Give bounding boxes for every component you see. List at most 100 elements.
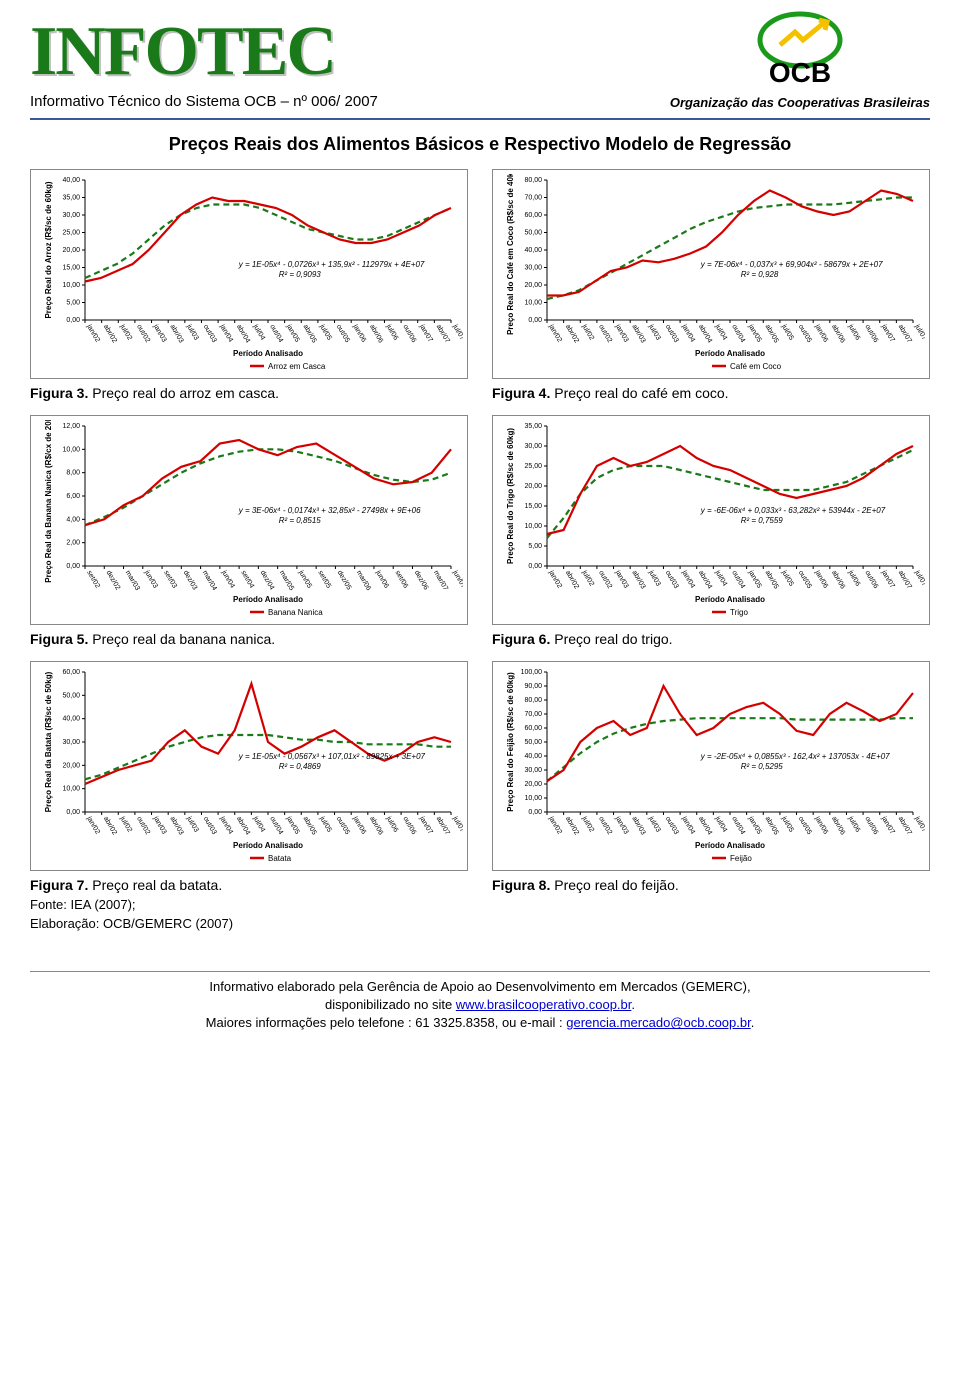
svg-text:out/03: out/03 [202,324,218,344]
x-axis-label: Período Analisado [233,349,303,358]
svg-text:30,00: 30,00 [524,767,542,774]
svg-text:30,00: 30,00 [62,739,80,746]
footer-site-link[interactable]: www.brasilcooperativo.coop.br [456,997,632,1012]
svg-text:out/03: out/03 [664,324,680,344]
svg-text:jan/06: jan/06 [813,323,829,344]
svg-text:abr/03: abr/03 [168,324,184,345]
svg-text:dez/02: dez/02 [105,570,122,592]
svg-text:0,00: 0,00 [66,317,80,324]
svg-text:jan/06: jan/06 [351,323,367,344]
svg-text:jun/03: jun/03 [143,569,159,590]
svg-text:dez/03: dez/03 [182,570,199,592]
legend-label: Banana Nanica [268,608,323,617]
svg-text:out/05: out/05 [797,816,813,836]
svg-text:out/05: out/05 [335,324,351,344]
x-axis-label: Período Analisado [695,595,765,604]
figure-caption: Figura 8. Preço real do feijão. [492,877,930,893]
svg-text:abr/03: abr/03 [168,816,184,837]
svg-text:abr/07: abr/07 [435,324,451,345]
r2-text: R² = 0,8515 [279,516,322,525]
x-axis-label: Período Analisado [695,841,765,850]
svg-text:mar/05: mar/05 [278,570,295,592]
svg-text:out/02: out/02 [597,570,613,590]
svg-text:2,00: 2,00 [66,540,80,547]
svg-text:out/04: out/04 [268,816,284,836]
data-line [85,684,451,784]
footer-email-link[interactable]: gerencia.mercado@ocb.coop.br [566,1015,750,1030]
svg-text:jul/04: jul/04 [251,323,266,342]
chart-frame: 0,0010,0020,0030,0040,0050,0060,0070,008… [492,169,930,379]
equation-text: y = 3E-06x⁴ - 0,0174x³ + 32,85x² - 27498… [238,506,421,515]
svg-text:25,00: 25,00 [62,230,80,237]
chart-cafe: 0,0010,0020,0030,0040,0050,0060,0070,008… [497,174,925,374]
legend-label: Batata [268,854,292,863]
x-axis-label: Período Analisado [233,595,303,604]
svg-text:set/03: set/03 [162,570,178,590]
footer-line1: Informativo elaborado pela Gerência de A… [30,978,930,996]
footer-line3: Maiores informações pelo telefone : 61 3… [30,1014,930,1032]
svg-text:jan/04: jan/04 [680,323,696,344]
svg-text:10,00: 10,00 [62,282,80,289]
chart-box-batata: 0,0010,0020,0030,0040,0050,0060,00jan/02… [30,661,468,931]
svg-text:jul/07: jul/07 [913,815,925,834]
svg-text:out/04: out/04 [268,324,284,344]
svg-text:out/05: out/05 [797,324,813,344]
svg-text:abr/03: abr/03 [630,324,646,345]
org-name: OCB [769,57,831,88]
svg-text:jul/07: jul/07 [451,815,463,834]
svg-text:set/05: set/05 [316,570,332,590]
figure-caption: Figura 7. Preço real da batata. [30,877,468,893]
svg-text:out/06: out/06 [863,570,879,590]
equation-text: y = 1E-05x⁴ - 0,0726x³ + 135,9x² - 11297… [238,260,425,269]
svg-text:out/06: out/06 [863,816,879,836]
svg-text:jan/06: jan/06 [351,815,367,836]
source-line: Fonte: IEA (2007); [30,897,468,912]
svg-text:80,00: 80,00 [524,177,542,184]
svg-text:6,00: 6,00 [66,493,80,500]
svg-text:abr/05: abr/05 [302,816,318,837]
svg-text:abr/04: abr/04 [697,570,713,591]
svg-text:100,00: 100,00 [521,669,543,676]
svg-text:jan/02: jan/02 [547,569,563,590]
svg-text:out/04: out/04 [730,324,746,344]
svg-text:jun/06: jun/06 [374,569,390,590]
chart-box-banana: 0,002,004,006,008,0010,0012,00set/02dez/… [30,415,468,651]
svg-text:0,00: 0,00 [66,809,80,816]
svg-text:out/06: out/06 [863,324,879,344]
r2-text: R² = 0,4869 [279,762,322,771]
trend-line [547,718,913,781]
svg-text:jul/06: jul/06 [384,323,399,342]
chart-arroz: 0,005,0010,0015,0020,0025,0030,0035,0040… [35,174,463,374]
svg-text:out/02: out/02 [597,816,613,836]
svg-text:jan/02: jan/02 [85,815,101,836]
svg-text:jul/04: jul/04 [713,815,728,834]
y-axis-label: Preço Real do Feijão (R$/sc de 60kg) [506,672,515,812]
y-axis-label: Preço Real da Batata (R$/sc de 50kg) [44,671,53,812]
svg-text:mar/06: mar/06 [355,570,372,592]
svg-text:jan/03: jan/03 [613,323,629,344]
svg-text:abr/07: abr/07 [897,570,913,591]
svg-text:jan/07: jan/07 [879,815,895,836]
svg-text:jan/03: jan/03 [613,569,629,590]
x-axis-label: Período Analisado [233,841,303,850]
chart-frame: 0,002,004,006,008,0010,0012,00set/02dez/… [30,415,468,625]
svg-text:abr/05: abr/05 [764,324,780,345]
svg-text:15,00: 15,00 [62,265,80,272]
svg-text:set/04: set/04 [239,570,255,590]
svg-text:10,00: 10,00 [62,786,80,793]
svg-text:30,00: 30,00 [524,443,542,450]
y-axis-label: Preço Real da Banana Nanica (R$/cx de 20… [44,420,53,583]
svg-text:20,00: 20,00 [62,762,80,769]
svg-text:abr/05: abr/05 [764,816,780,837]
svg-text:jan/05: jan/05 [746,323,762,344]
svg-text:abr/04: abr/04 [235,816,251,837]
svg-text:20,00: 20,00 [62,247,80,254]
svg-text:jan/07: jan/07 [417,323,433,344]
chart-trigo: 0,005,0010,0015,0020,0025,0030,0035,00ja… [497,420,925,620]
svg-text:jan/02: jan/02 [547,323,563,344]
svg-text:abr/06: abr/06 [368,324,384,345]
svg-text:abr/06: abr/06 [830,570,846,591]
svg-text:25,00: 25,00 [524,463,542,470]
svg-text:40,00: 40,00 [524,247,542,254]
svg-text:abr/04: abr/04 [697,324,713,345]
